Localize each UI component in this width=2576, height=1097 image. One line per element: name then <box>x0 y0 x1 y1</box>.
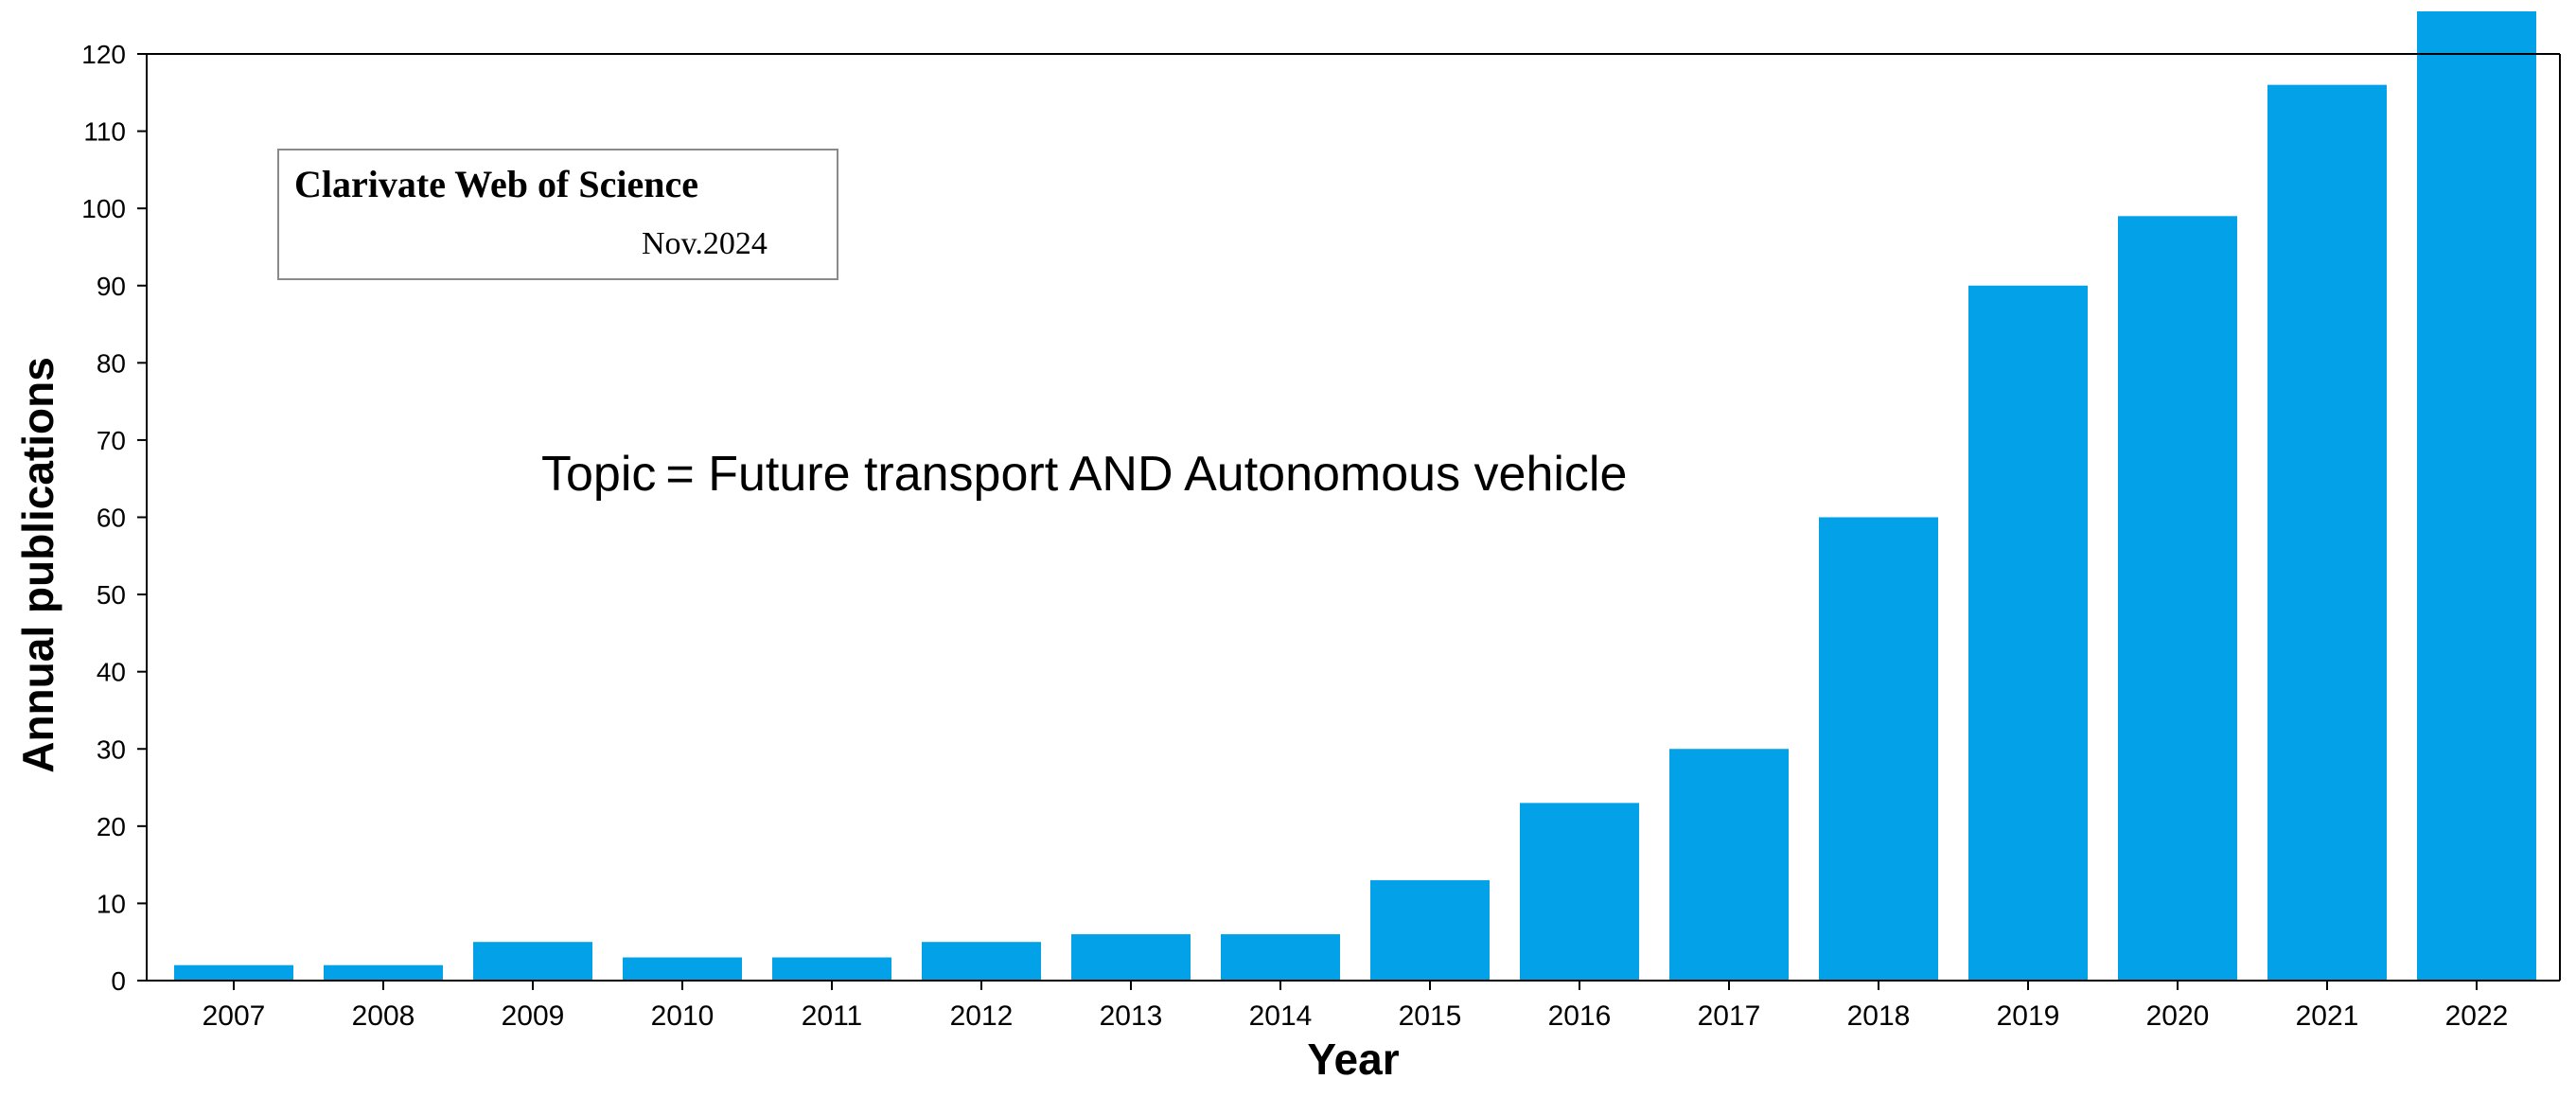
source-box-date: Nov.2024 <box>642 226 768 261</box>
y-tick-label: 110 <box>83 117 126 147</box>
y-tick-label: 100 <box>81 194 126 223</box>
x-tick-label: 2018 <box>1847 1000 1911 1032</box>
y-tick-label: 40 <box>97 658 126 687</box>
bar-2009 <box>473 942 592 981</box>
bar-2019 <box>1968 285 2088 981</box>
topic-annotation: Topic = Future transport AND Autonomous v… <box>541 447 1627 502</box>
bar-2015 <box>1370 879 1490 981</box>
y-tick-label: 70 <box>97 426 126 455</box>
x-tick-label: 2013 <box>1100 1000 1163 1032</box>
bar-2011 <box>772 957 891 981</box>
x-tick-label: 2022 <box>2445 1000 2509 1032</box>
x-axis-label: Year <box>1307 1035 1399 1084</box>
x-tick-label: 2017 <box>1698 1000 1761 1032</box>
x-tick-label: 2007 <box>203 1000 266 1032</box>
topic-annotation-text: = Future transport AND Autonomous vehicl… <box>665 447 1627 502</box>
x-tick-label: 2019 <box>1997 1000 2060 1032</box>
source-box-title: Clarivate Web of Science <box>294 163 698 205</box>
x-tick-label: 2016 <box>1548 1000 1612 1032</box>
source-box: Clarivate Web of Science Nov.2024 <box>277 149 838 280</box>
x-tick-label: 2015 <box>1399 1000 1462 1032</box>
source-box-frame <box>277 149 838 280</box>
y-tick-label: 20 <box>97 812 126 841</box>
bar-2020 <box>2118 216 2237 981</box>
bars-layer <box>174 11 2536 982</box>
y-tick-label: 120 <box>81 40 126 69</box>
y-tick-label: 10 <box>97 889 126 918</box>
bar-2010 <box>623 957 742 981</box>
bar-2007 <box>174 964 293 981</box>
bar-2013 <box>1071 934 1191 981</box>
x-tick-label: 2020 <box>2146 1000 2210 1032</box>
topic-annotation-prefix: Topic <box>541 447 656 502</box>
y-tick-label: 0 <box>111 966 126 996</box>
x-tick-label: 2014 <box>1249 1000 1313 1032</box>
bar-2014 <box>1221 934 1340 981</box>
x-tick-label: 2012 <box>950 1000 1014 1032</box>
bar-2022 <box>2417 11 2536 981</box>
bar-2008 <box>324 964 443 981</box>
bar-2016 <box>1520 803 1639 981</box>
x-tick-label: 2021 <box>2296 1000 2359 1032</box>
bar-2017 <box>1669 749 1789 981</box>
bar-2021 <box>2267 84 2387 982</box>
bar-2018 <box>1819 517 1938 981</box>
y-tick-label: 30 <box>97 734 126 764</box>
y-axis-label: Annual publications <box>13 357 62 773</box>
y-tick-label: 90 <box>97 272 126 301</box>
x-ticks: 2007 2008 2009 2010 2011 2012 2013 2014 2015 2016… <box>203 981 2509 1032</box>
bar-2012 <box>922 942 1041 981</box>
y-ticks: 0 10 20 30 40 50 60 70 80 90 100 110 120 <box>81 40 147 996</box>
y-tick-label: 50 <box>97 580 126 610</box>
x-tick-label: 2008 <box>352 1000 415 1032</box>
x-tick-label: 2011 <box>802 1000 863 1032</box>
y-tick-label: 80 <box>97 348 126 378</box>
x-tick-label: 2009 <box>502 1000 565 1032</box>
x-tick-label: 2010 <box>651 1000 715 1032</box>
y-tick-label: 60 <box>97 504 126 533</box>
